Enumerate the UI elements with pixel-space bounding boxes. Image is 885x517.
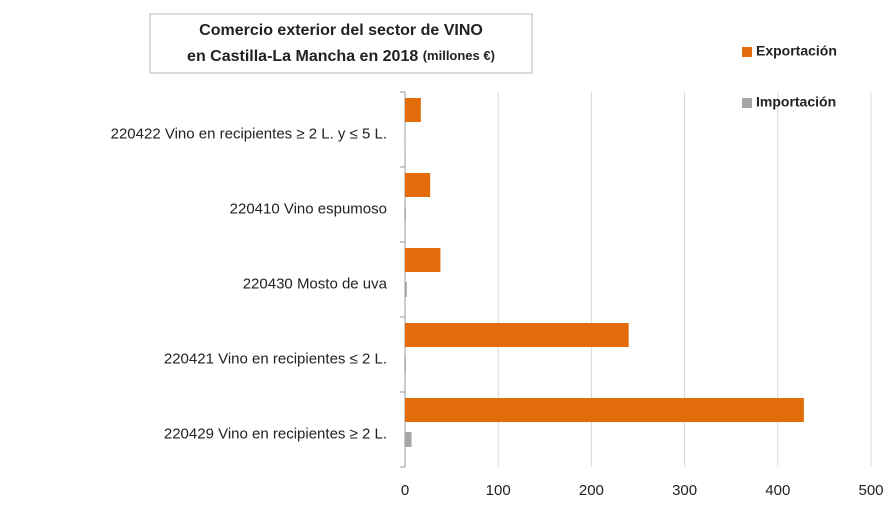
- title-box: [149, 13, 533, 74]
- legend-marker: [742, 47, 752, 57]
- x-tick-label: 100: [486, 482, 511, 499]
- x-tick-label: 500: [858, 482, 883, 499]
- y-tick-label: 220429 Vino en recipientes ≥ 2 L.: [164, 425, 387, 442]
- x-tick-label: 200: [579, 482, 604, 499]
- y-tick-label: 220421 Vino en recipientes ≤ 2 L.: [164, 350, 387, 367]
- chart-title: en Castilla-La Mancha en 2018: [187, 48, 418, 65]
- bar: [405, 398, 804, 422]
- y-tick-label: 220410 Vino espumoso: [230, 200, 387, 217]
- legend-marker: [742, 98, 752, 108]
- title-unit: (millones €): [423, 48, 495, 63]
- x-tick-label: 0: [401, 482, 409, 499]
- legend-label: Exportación: [756, 43, 837, 59]
- bar: [405, 323, 629, 347]
- bar: [405, 432, 412, 447]
- bar: [405, 248, 441, 272]
- bar: [405, 357, 406, 372]
- x-tick-label: 400: [765, 482, 790, 499]
- legend-label: Importación: [756, 94, 836, 110]
- x-tick-label: 300: [672, 482, 697, 499]
- chart-title: Comercio exterior del sector de VINO: [199, 22, 483, 39]
- y-tick-label: 220430 Mosto de uva: [243, 275, 388, 292]
- bar: [405, 282, 407, 297]
- bar: [405, 207, 406, 222]
- y-tick-label: 220422 Vino en recipientes ≥ 2 L. y ≤ 5 …: [111, 125, 387, 142]
- bar: [405, 98, 421, 122]
- chart-title: en Castilla-La Mancha en 2018 (millones …: [187, 48, 495, 65]
- bar: [405, 173, 431, 197]
